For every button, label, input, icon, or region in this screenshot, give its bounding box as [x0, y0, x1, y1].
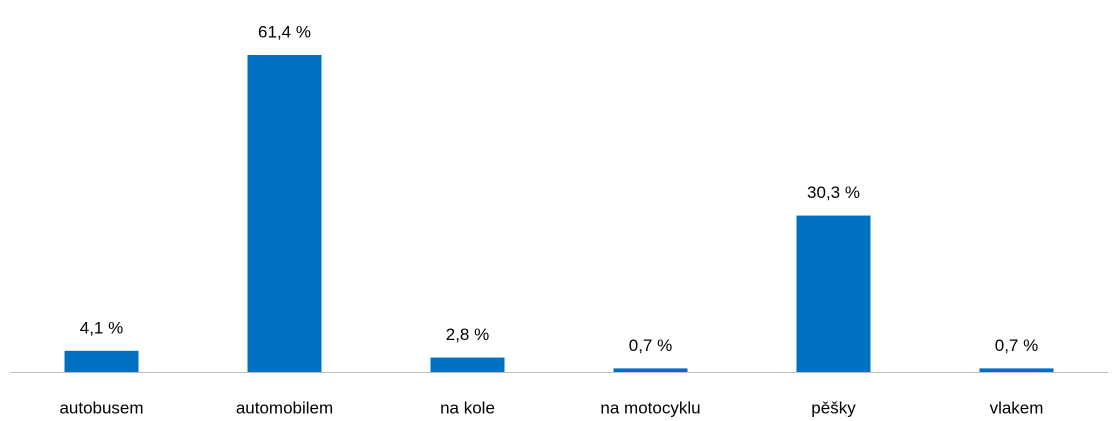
x-tick-label: autobusem	[59, 398, 143, 417]
bar	[64, 350, 139, 372]
bar	[247, 55, 322, 372]
x-tick-label: automobilem	[236, 398, 333, 417]
x-tick-label: na motocyklu	[600, 398, 700, 417]
bar	[979, 368, 1054, 372]
value-label: 30,3 %	[807, 183, 860, 202]
value-label: 4,1 %	[80, 318, 123, 337]
value-label: 0,7 %	[629, 336, 672, 355]
value-label: 2,8 %	[446, 325, 489, 344]
x-tick-label: pěšky	[811, 398, 856, 417]
bar	[796, 215, 871, 372]
x-tick-label: vlakem	[990, 398, 1044, 417]
value-label: 61,4 %	[258, 22, 311, 41]
bar	[613, 368, 688, 372]
x-tick-label: na kole	[440, 398, 495, 417]
bar	[430, 357, 505, 372]
value-label: 0,7 %	[995, 336, 1038, 355]
